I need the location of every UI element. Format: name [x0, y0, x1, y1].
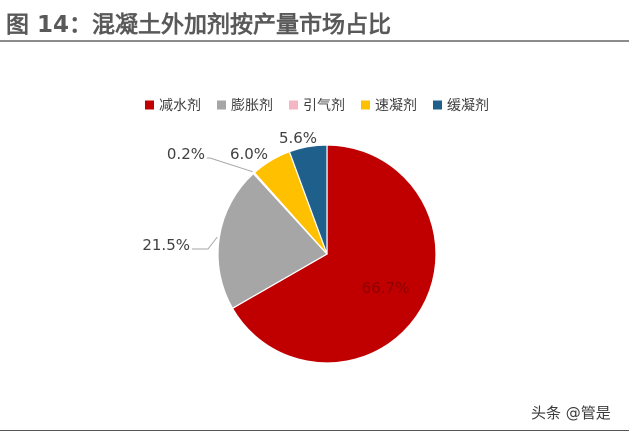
legend-swatch-2 — [217, 100, 226, 110]
watermark: 头条 @管是 — [531, 404, 611, 422]
legend-swatch-5 — [433, 100, 442, 110]
leader-lines — [192, 157, 253, 250]
data-label-5: 5.6% — [279, 129, 317, 147]
pie-slice-2 — [217, 172, 328, 310]
data-label-2: 21.5% — [142, 236, 190, 254]
legend-label-3: 引气剂 — [303, 98, 345, 114]
leader-line-2 — [192, 236, 218, 250]
legend-label-4: 速凝剂 — [375, 98, 417, 114]
data-labels: 66.7% 21.5% 0.2% 6.0% 5.6% — [142, 129, 409, 297]
data-label-4: 6.0% — [230, 145, 268, 163]
legend-label-2: 膨胀剂 — [231, 97, 273, 114]
data-label-3: 0.2% — [167, 145, 205, 163]
legend-swatch-4 — [361, 100, 370, 110]
chart-legend: 减水剂 膨胀剂 引气剂 速凝剂 缓凝剂 — [145, 97, 489, 114]
legend-label-5: 缓凝剂 — [447, 98, 489, 114]
legend-label-1: 减水剂 — [159, 98, 201, 114]
data-label-1: 66.7% — [362, 279, 410, 297]
legend-swatch-1 — [145, 100, 154, 110]
title-divider — [0, 40, 629, 42]
bottom-divider — [0, 430, 629, 431]
pie-slice-5 — [288, 144, 328, 255]
pie-slice-1 — [231, 144, 437, 364]
chart-title: 图 14：混凝土外加剂按产量市场占比 — [6, 12, 392, 38]
leader-line-3 — [207, 157, 253, 173]
pie-slices — [217, 144, 437, 364]
legend-swatch-3 — [289, 100, 298, 110]
